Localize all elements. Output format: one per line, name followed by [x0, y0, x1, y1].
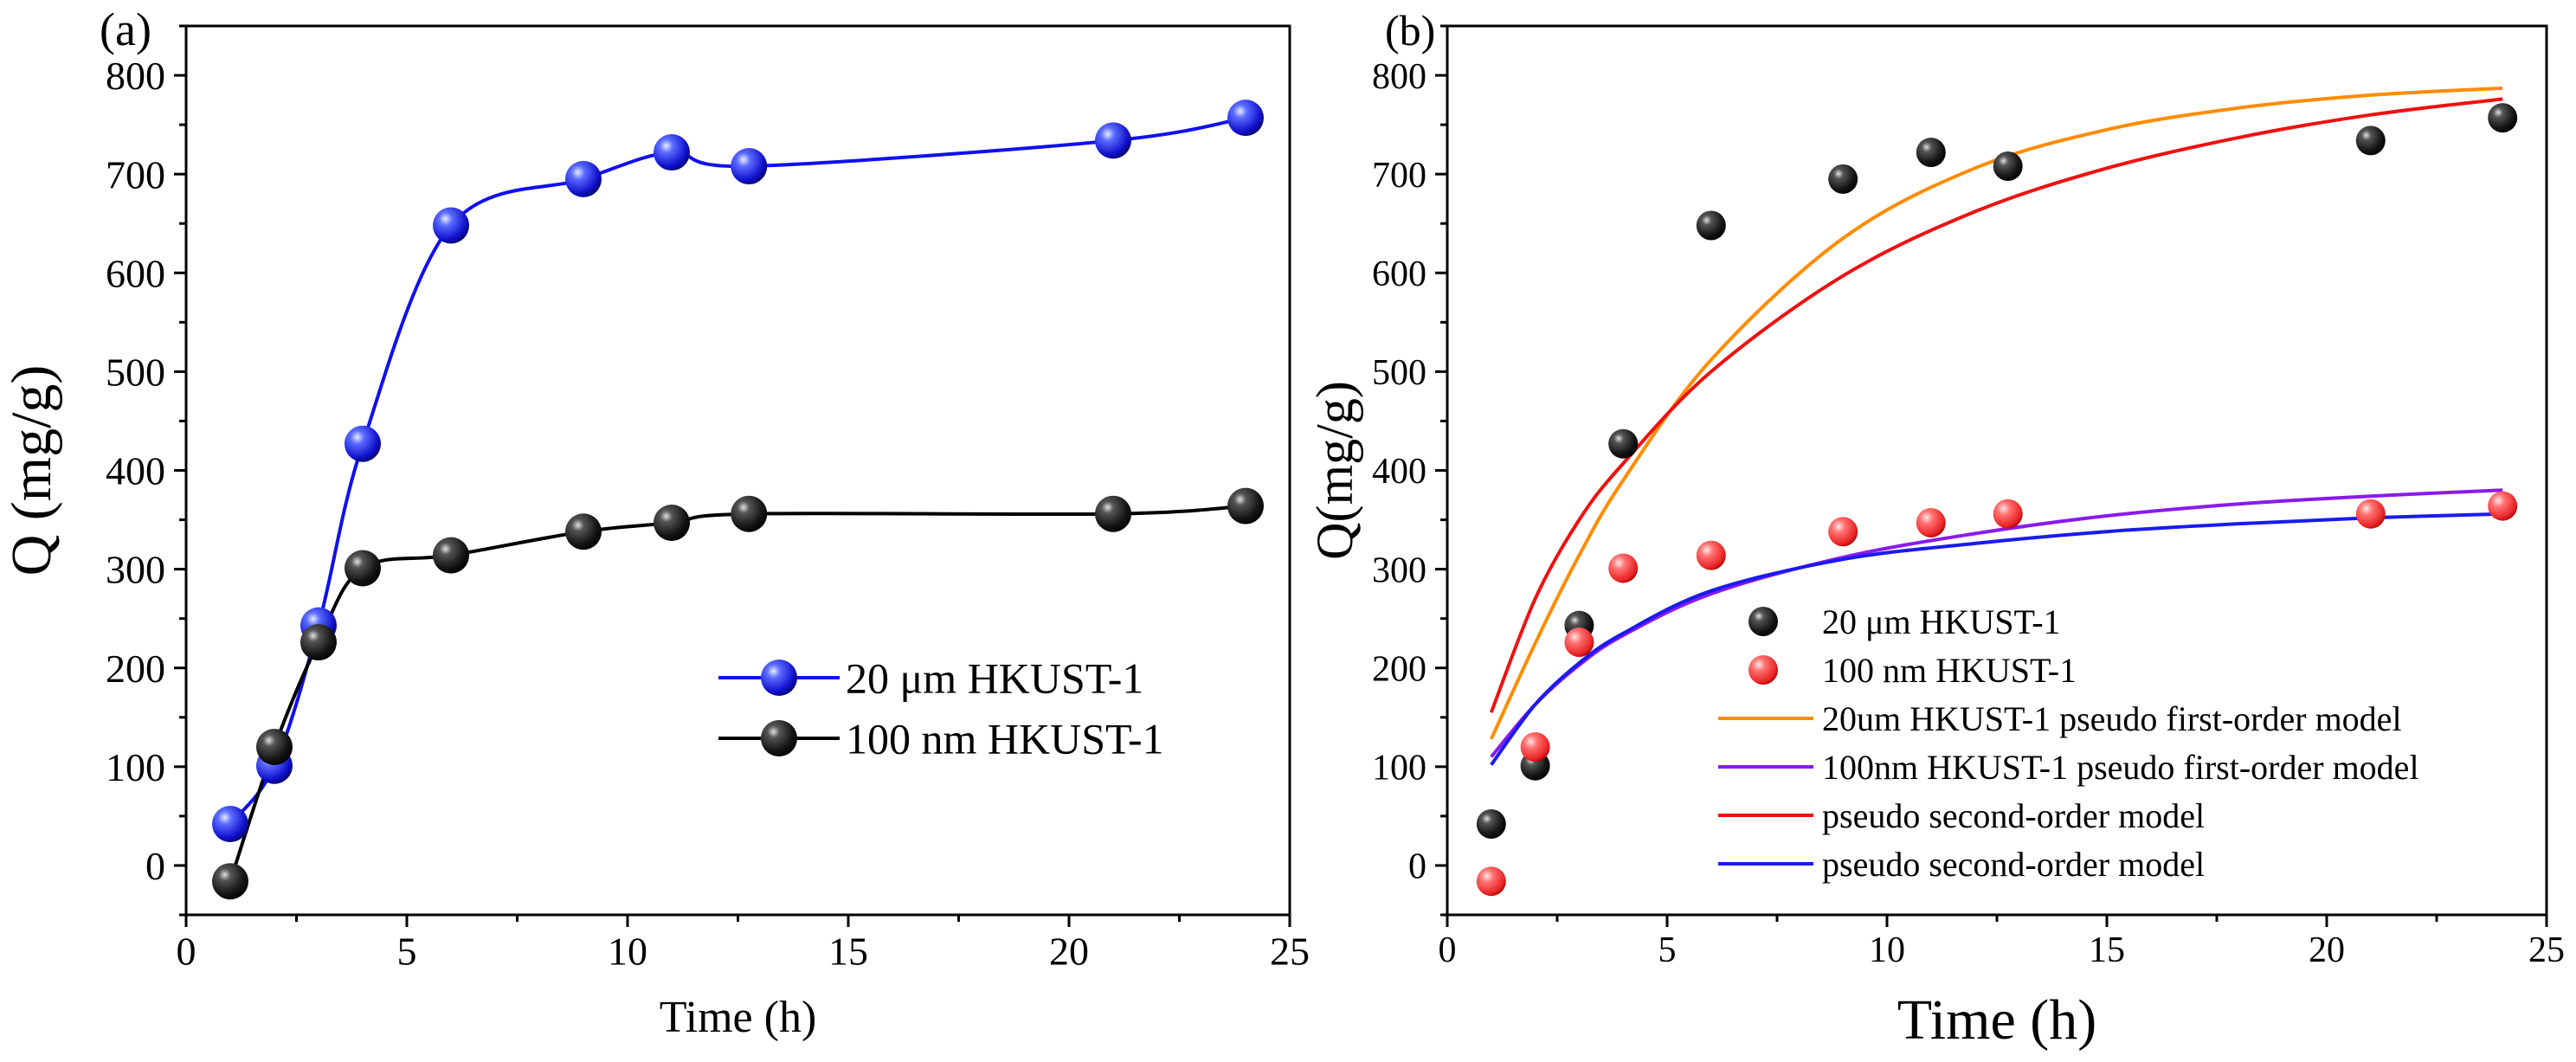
panel-a-series-1-point: [565, 160, 602, 197]
panel-a-x-tick-label: 10: [608, 930, 647, 974]
panel-b-x-tick-label: 15: [2089, 930, 2125, 970]
panel-a-y-tick-label: 400: [106, 449, 165, 493]
panel-b-y-tick-label: 100: [1372, 749, 1426, 788]
panel-b-legend-fit-label-3: pseudo second-order model: [1822, 796, 2205, 835]
panel-b-x-tick-label: 0: [1439, 930, 1457, 970]
panel-a-series-1-point: [212, 806, 248, 843]
panel-b-series-1-point: [1608, 428, 1639, 459]
panel-b-series-2-point: [1993, 499, 2023, 529]
panel-b-fit-line-4: [1490, 512, 2503, 766]
panel-b-series-1-point: [2355, 126, 2386, 156]
panel-a-x-tick-label: 0: [177, 930, 196, 974]
panel-b-y-tick-label: 600: [1372, 254, 1426, 294]
panel-a-series-2-point: [1095, 495, 1131, 532]
panel-a-series-2-point: [1227, 487, 1264, 525]
panel-a-y-axis-label: Q (mg/g): [0, 365, 63, 576]
panel-a-y-tick-label: 600: [106, 251, 165, 295]
panel-b-series-2-point: [1520, 732, 1550, 763]
panel-a-legend-marker-1: [761, 660, 797, 696]
panel-a-series-1-point: [731, 148, 768, 185]
panel-b-series-2-point: [1564, 628, 1594, 658]
panel-b-series-2-point: [2355, 499, 2386, 529]
panel-b-series-2-point: [1916, 507, 1946, 537]
panel-b-y-axis-label: Q(mg/g): [1306, 381, 1363, 560]
panel-a-legend-label-2: 100 nm HKUST-1: [846, 715, 1164, 763]
panel-a-series-2-point: [654, 504, 690, 541]
panel-a-x-tick-label: 15: [828, 930, 868, 974]
panel-b-y-tick-label: 700: [1372, 156, 1426, 196]
panel-b-series-1-point: [1916, 138, 1946, 168]
panel-b-series-1-point: [1476, 809, 1506, 840]
panel-a-legend-marker-2: [761, 720, 797, 756]
panel-b-x-tick-label: 5: [1658, 930, 1677, 970]
panel-a-x-tick-label: 25: [1270, 930, 1310, 974]
panel-a-series-1-point: [1095, 122, 1131, 159]
panel-b-x-tick-label: 25: [2528, 930, 2565, 970]
panel-b-y-tick-label: 800: [1372, 57, 1426, 97]
panel-a-series-2-point: [256, 729, 293, 766]
panel-a-series-2-point: [212, 863, 248, 900]
panel-a-y-tick-label: 100: [106, 745, 165, 789]
panel-a-series-2-point: [433, 537, 469, 574]
panel-a-legend-label-1: 20 μm HKUST-1: [846, 654, 1143, 703]
panel-b-legend-marker-1: [1748, 607, 1778, 636]
panel-a-series-2-point: [300, 624, 337, 661]
panel-a-y-tick-label: 300: [106, 548, 165, 592]
panel-b-chart: 0 100 200 300 400 500 600 700 800 0 5 10 15 20 25 Time …: [1306, 6, 2565, 1052]
panel-a-y-tick-label: 0: [145, 844, 165, 888]
panel-b-series-1-point: [2488, 103, 2518, 133]
panel-a-x-axis-label: Time (h): [660, 993, 817, 1042]
panel-b-panel-label: (b): [1385, 6, 1435, 55]
panel-a-series-2-point: [731, 495, 768, 532]
panel-a-series-2-point: [345, 550, 381, 587]
panel-a-x-tick-label: 20: [1049, 930, 1089, 974]
panel-a-series-2-point: [565, 513, 602, 550]
panel-b-y-tick-label: 0: [1408, 847, 1426, 887]
panel-b-legend-label-2: 100 nm HKUST-1: [1822, 651, 2077, 690]
panel-b-series-1-point: [1696, 210, 1726, 241]
panel-b-legend-fit-label-2: 100nm HKUST-1 pseudo first-order model: [1822, 748, 2419, 787]
panel-b-y-tick-label: 400: [1372, 452, 1426, 492]
panel-b-series-2-point: [1828, 517, 1858, 547]
panel-a-y-tick-label: 700: [106, 152, 165, 196]
panel-b-legend-fit-label-4: pseudo second-order model: [1822, 845, 2205, 884]
panel-b-y-tick-label: 200: [1372, 649, 1426, 689]
panel-a-y-tick-label: 800: [106, 54, 165, 98]
panel-a-chart: 0 100 200 300 400 500 600 700 800 0 5 10 15 20 25 Time …: [0, 3, 1310, 1042]
panel-b-series-2-point: [1608, 553, 1639, 583]
panel-b-y-tick-label: 500: [1372, 353, 1426, 393]
panel-a-panel-label: (a): [100, 3, 151, 55]
panel-a-series-1-point: [1227, 100, 1264, 137]
panel-a-series-1-point: [345, 425, 381, 462]
panel-b-legend-marker-2: [1748, 655, 1778, 685]
panel-a-y-tick-label: 500: [106, 350, 165, 394]
panel-b-fit-line-3: [1489, 97, 2503, 713]
panel-b-x-tick-label: 10: [1869, 930, 1905, 970]
panel-b-fit-line-1: [1489, 86, 2503, 740]
panel-b-legend-fit-label-1: 20um HKUST-1 pseudo first-order model: [1822, 699, 2402, 738]
panel-b-series-2-point: [1696, 540, 1726, 570]
panel-b-legend-label-1: 20 μm HKUST-1: [1822, 602, 2061, 641]
panel-b-y-tick-label: 300: [1372, 550, 1426, 590]
panel-b-series-1-point: [1828, 164, 1858, 194]
panel-a-series-1-point: [654, 134, 690, 171]
panel-b-series-2-point: [1476, 866, 1506, 897]
panel-a-y-tick-label: 200: [106, 647, 165, 691]
panel-b-x-axis-label: Time (h): [1897, 988, 2096, 1052]
panel-a-x-tick-label: 5: [397, 930, 417, 974]
panel-b-x-tick-label: 20: [2309, 930, 2345, 970]
panel-b-series-1-point: [1993, 151, 2023, 182]
panel-a-series-1-point: [433, 207, 469, 244]
panel-b-series-2-point: [2488, 491, 2518, 521]
